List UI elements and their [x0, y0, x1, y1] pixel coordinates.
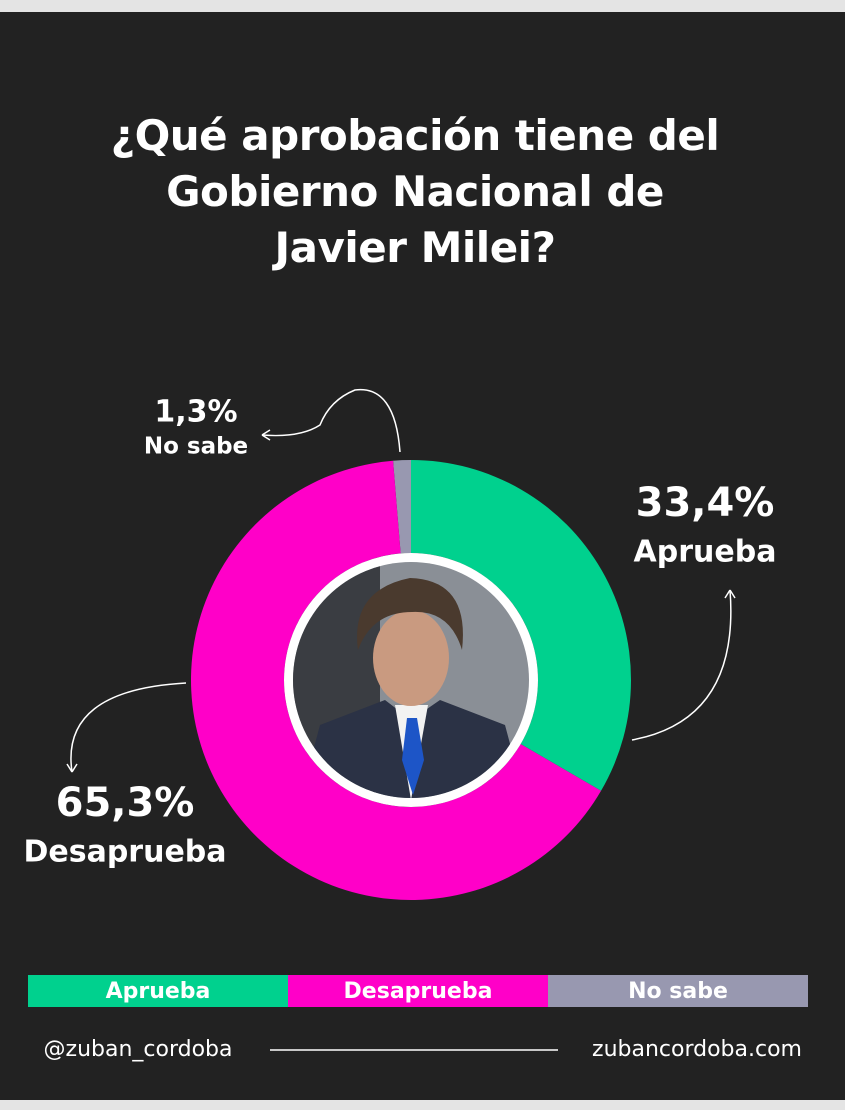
value-label: 65,3%: [56, 780, 195, 826]
chart-title: ¿Qué aprobación tiene del Gobierno Nacio…: [110, 111, 720, 272]
value-label: 1,3%: [154, 395, 237, 430]
legend-swatch: [288, 975, 548, 1007]
footer-right: zubancordoba.com: [592, 1037, 802, 1062]
slice-label: Aprueba: [634, 535, 777, 570]
value-label: 33,4%: [636, 480, 775, 526]
legend-label: No sabe: [628, 979, 728, 1004]
legend-label: Desaprueba: [344, 979, 493, 1004]
slice-label: No sabe: [144, 434, 248, 460]
footer-left: @zuban_cordoba: [44, 1037, 233, 1062]
arrows: [66, 388, 736, 773]
donut-slice: [411, 460, 631, 791]
photo: [284, 553, 538, 807]
slice-label: Desaprueba: [23, 835, 226, 870]
legend-swatch: [28, 975, 288, 1007]
donut-slice: [191, 460, 602, 900]
donut-slice: [393, 460, 411, 554]
legend-swatch: [548, 975, 808, 1007]
legend-label: Aprueba: [106, 979, 211, 1004]
